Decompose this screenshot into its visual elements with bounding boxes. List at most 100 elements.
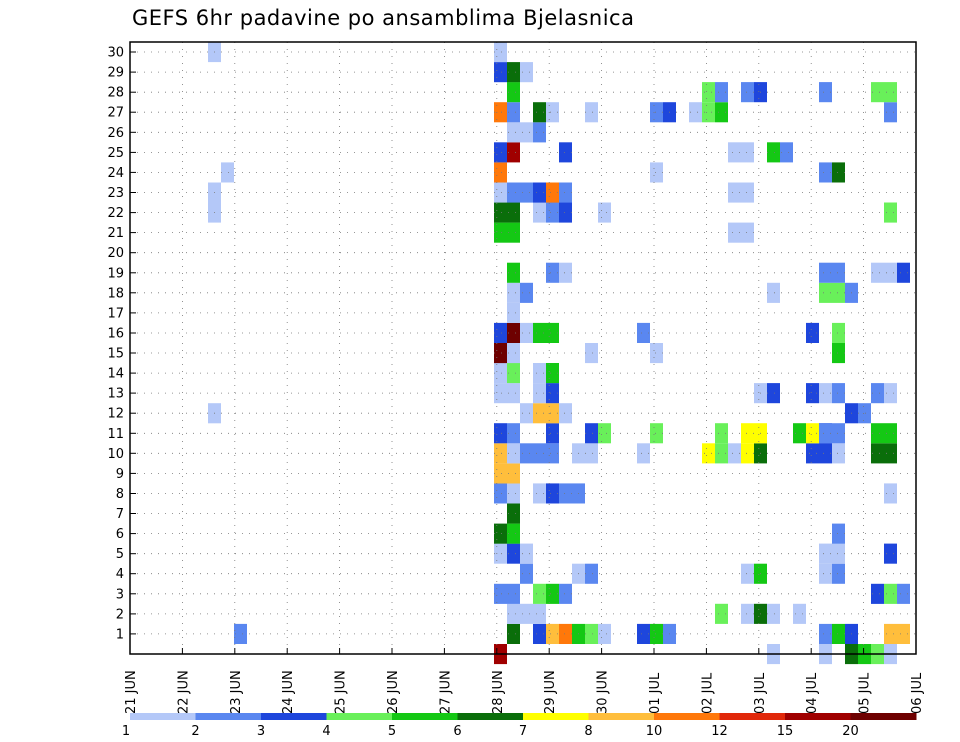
heatmap-cell [806,423,819,444]
heatmap-cell [897,623,910,644]
heatmap-cell [884,623,897,644]
y-tick-label: 28 [107,86,124,101]
y-tick-label: 2 [116,607,124,622]
heatmap-cell [650,102,663,123]
y-tick-label: 16 [107,327,124,342]
heatmap-cell [494,142,507,163]
x-tick-label: 23 JUN [229,670,244,714]
heatmap-cell [494,162,507,183]
heatmap-cell [884,383,897,404]
heatmap-cell [819,543,832,564]
x-tick-label: 05 JUL [858,672,873,714]
heatmap-cell [819,282,832,303]
y-tick-label: 13 [107,387,124,402]
heatmap-cell [767,603,780,624]
legend-label: 7 [519,724,527,739]
heatmap-cell [715,82,728,103]
heatmap-cell [819,82,832,103]
heatmap-cell [650,343,663,364]
y-tick-label: 23 [107,186,124,201]
heatmap-cell [546,102,559,123]
heatmap-cell [507,62,520,83]
heatmap-cell [533,363,546,384]
heatmap-cell [234,623,247,644]
x-tick-label: 28 JUN [491,670,506,714]
heatmap-cell [221,162,234,183]
legend-label: 10 [646,724,663,739]
legend-label: 5 [388,724,396,739]
heatmap-cell [806,383,819,404]
legend-swatch [326,713,393,720]
y-tick-label: 30 [107,46,124,61]
heatmap-cell [546,403,559,424]
legend-label: 6 [453,724,461,739]
y-tick-label: 5 [116,547,124,562]
heatmap-cell [637,623,650,644]
heatmap-cell [832,623,845,644]
heatmap-cell [494,102,507,123]
y-tick-label: 17 [107,306,124,321]
heatmap-cell [507,262,520,283]
heatmap-cell [546,383,559,404]
heatmap-cell [533,122,546,143]
heatmap-cell [494,343,507,364]
heatmap-cell [741,563,754,584]
y-tick-label: 24 [107,166,124,181]
x-tick-label: 03 JUL [753,672,768,714]
heatmap-cell [507,523,520,544]
y-tick-label: 20 [107,246,124,261]
heatmap-cell [598,623,611,644]
heatmap-cell [819,383,832,404]
heatmap-cell [832,343,845,364]
color-legend: 1 2 3 4 5 6 7 8 10 12 15 20 [122,713,917,739]
heatmap-cell [715,102,728,123]
heatmap-cell [546,623,559,644]
heatmap-cell [832,423,845,444]
heatmap-cell [806,443,819,464]
heatmap-cell [884,443,897,464]
y-tick-label: 18 [107,286,124,301]
heatmap-cell [559,142,572,163]
heatmap-cell [884,483,897,504]
heatmap-cell [507,383,520,404]
chart-title: GEFS 6hr padavine po ansamblima Bjelasni… [132,6,635,30]
heatmap-cell [520,62,533,83]
heatmap-cell [559,623,572,644]
heatmap-cell [533,623,546,644]
heatmap-cell [767,282,780,303]
heatmap-cell [637,443,650,464]
heatmap-cell [507,623,520,644]
heatmap-cell [494,182,507,203]
heatmap-cell [767,383,780,404]
heatmap-cell [559,403,572,424]
heatmap-cell [533,322,546,343]
heatmap-cell [832,322,845,343]
heatmap-cell [702,102,715,123]
legend-swatch [130,713,196,720]
y-tick-label: 6 [116,527,124,542]
heatmap-cell [494,423,507,444]
x-tick-label: 29 JUN [543,670,558,714]
heatmap-cell [559,483,572,504]
heatmap-cell [780,142,793,163]
heatmap-cell [715,423,728,444]
heatmap-cell [741,182,754,203]
heatmap-cell [650,623,663,644]
heatmap-cell [897,583,910,604]
legend-swatch [457,713,524,720]
y-tick-label: 29 [107,66,124,81]
heatmap-cell [494,483,507,504]
y-tick-label: 9 [116,467,124,482]
legend-swatch [785,713,851,720]
heatmap-cell [819,563,832,584]
heatmap-cell [884,202,897,223]
y-tick-label: 19 [107,266,124,281]
heatmap-cell [832,262,845,283]
heatmap-cell [507,543,520,564]
heatmap-cell [507,282,520,303]
heatmap-cell [702,82,715,103]
heatmap-cell [585,102,598,123]
x-tick-label: 02 JUL [700,672,715,714]
heatmap-cell [494,543,507,564]
